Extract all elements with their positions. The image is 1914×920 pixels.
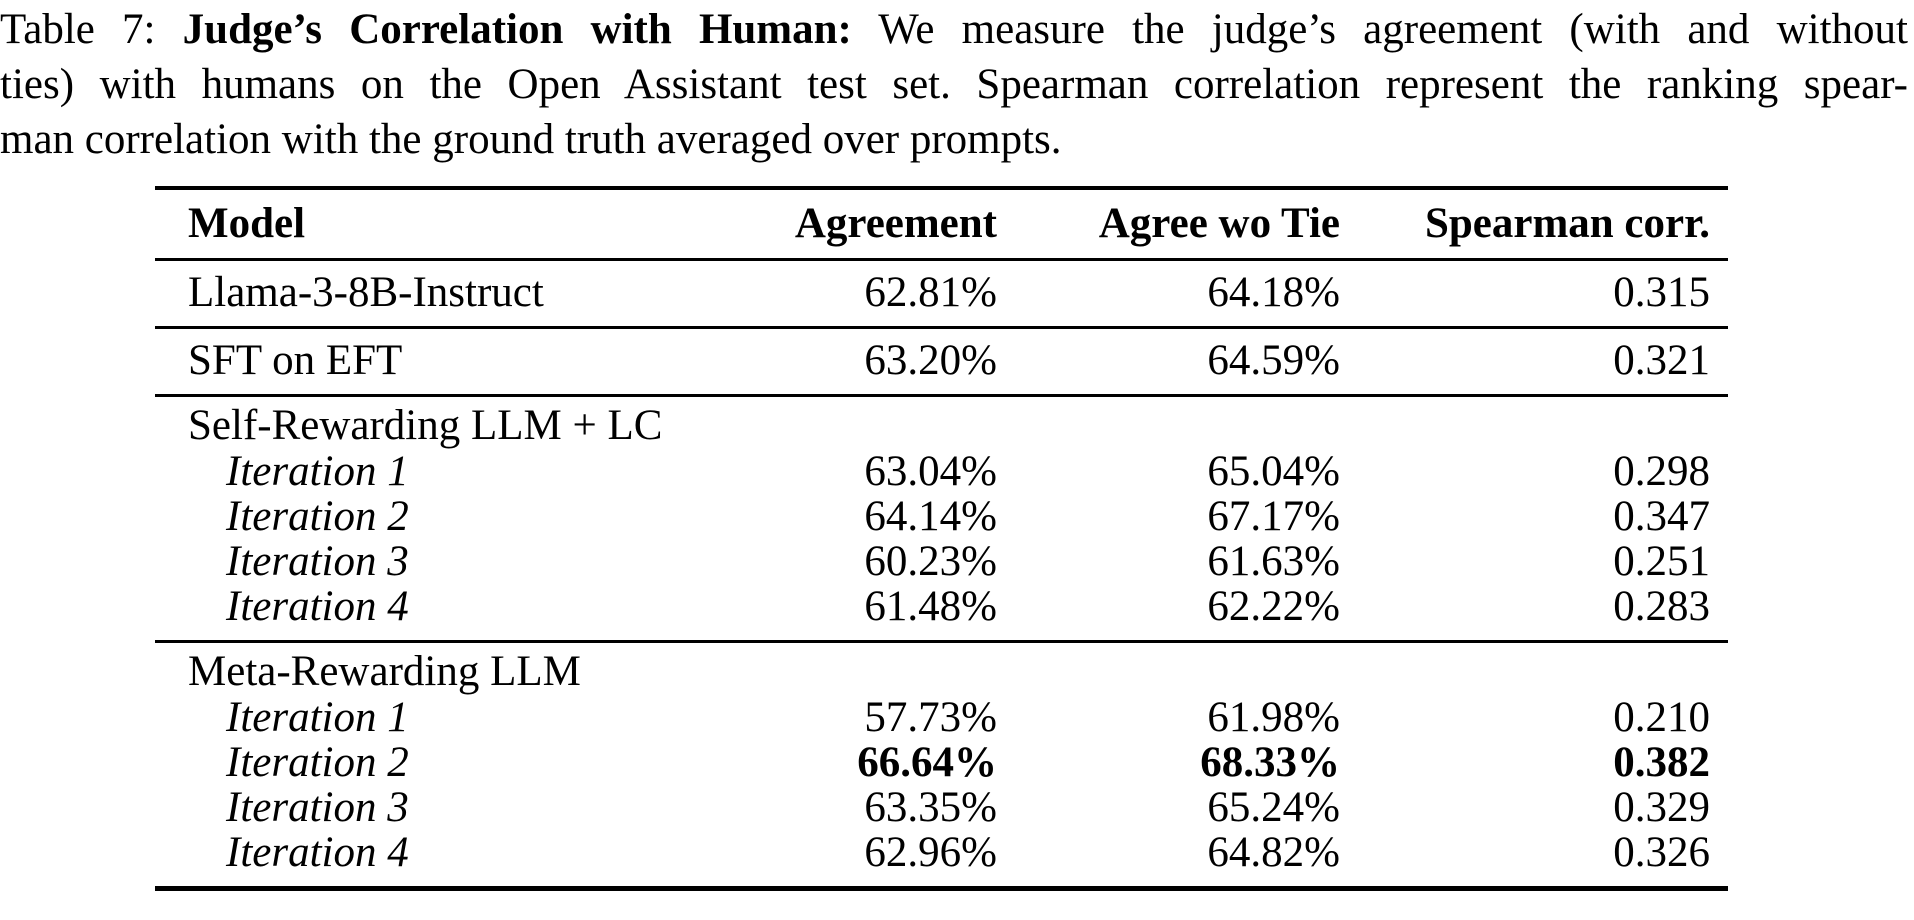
- agreement-cell: 61.48%: [864, 583, 997, 631]
- table-header: Model Agreement Agree wo Tie Spearman co…: [155, 188, 1728, 259]
- model-cell: Iteration 4: [226, 583, 409, 631]
- section-meta-rewarding: Meta-Rewarding LLM Iteration 1 57.73% 61…: [155, 641, 1728, 888]
- agree-wo-tie-cell: 64.18%: [1207, 269, 1340, 317]
- spearman-cell: 0.251: [1613, 538, 1710, 586]
- column-header-agree-wo-tie: Agree wo Tie: [1098, 200, 1340, 248]
- model-cell: Iteration 1: [226, 448, 409, 495]
- header-row: Model Agreement Agree wo Tie Spearman co…: [155, 188, 1728, 259]
- table-row: Iteration 2 64.14% 67.17% 0.347: [155, 494, 1728, 539]
- agree-wo-tie-cell: 67.17%: [1207, 493, 1340, 541]
- spearman-cell: 0.210: [1613, 694, 1710, 742]
- caption-text-1: We measure the judge’s agreement (with a…: [851, 6, 1908, 53]
- group-label: Meta-Rewarding LLM: [188, 648, 581, 696]
- spearman-cell: 0.382: [1613, 739, 1710, 787]
- model-cell: SFT on EFT: [188, 337, 403, 385]
- table-row: Iteration 1 57.73% 61.98% 0.210: [155, 695, 1728, 740]
- model-cell: Llama-3-8B-Instruct: [188, 269, 544, 317]
- agreement-cell: 66.64%: [857, 739, 997, 787]
- agreement-cell: 62.96%: [864, 829, 997, 877]
- table-row: Iteration 4 61.48% 62.22% 0.283: [155, 584, 1728, 641]
- table-row: Iteration 3 63.35% 65.24% 0.329: [155, 785, 1728, 830]
- spearman-cell: 0.315: [1613, 269, 1710, 317]
- agreement-cell: 60.23%: [864, 538, 997, 586]
- model-cell: Iteration 3: [226, 784, 409, 832]
- table-row: Llama-3-8B-Instruct 62.81% 64.18% 0.315: [155, 259, 1728, 327]
- caption-line-2: ties) with humans on the Open Assistant …: [0, 61, 1908, 108]
- caption-table-number: Table 7:: [0, 6, 183, 53]
- agree-wo-tie-cell: 65.04%: [1207, 448, 1340, 495]
- agree-wo-tie-cell: 61.63%: [1207, 538, 1340, 586]
- spearman-cell: 0.321: [1613, 337, 1710, 385]
- table-row: Iteration 3 60.23% 61.63% 0.251: [155, 539, 1728, 584]
- section-sft: SFT on EFT 63.20% 64.59% 0.321: [155, 327, 1728, 395]
- agreement-cell: 63.35%: [864, 784, 997, 832]
- spearman-cell: 0.347: [1613, 493, 1710, 541]
- spearman-cell: 0.329: [1613, 784, 1710, 832]
- model-cell: Iteration 4: [226, 829, 409, 877]
- spearman-cell: 0.283: [1613, 583, 1710, 631]
- table-row: SFT on EFT 63.20% 64.59% 0.321: [155, 327, 1728, 395]
- spearman-cell: 0.298: [1613, 448, 1710, 495]
- agreement-cell: 64.14%: [864, 493, 997, 541]
- section-self-rewarding: Self-Rewarding LLM + LC Iteration 1 63.0…: [155, 395, 1728, 642]
- column-header-spearman: Spearman corr.: [1424, 200, 1710, 248]
- agree-wo-tie-cell: 65.24%: [1207, 784, 1340, 832]
- table-caption: Table 7: Judge’s Correlation with Human:…: [0, 2, 1908, 167]
- table-row: Iteration 4 62.96% 64.82% 0.326: [155, 830, 1728, 888]
- group-label: Self-Rewarding LLM + LC: [188, 402, 663, 450]
- group-row: Self-Rewarding LLM + LC: [155, 395, 1728, 449]
- caption-line-3: man correlation with the ground truth av…: [0, 116, 1062, 163]
- caption-title-bold: Judge’s Correlation with Human:: [182, 6, 852, 53]
- agreement-cell: 62.81%: [864, 269, 997, 317]
- agreement-cell: 57.73%: [864, 694, 997, 742]
- agree-wo-tie-cell: 64.59%: [1207, 337, 1340, 385]
- table-row: Iteration 1 63.04% 65.04% 0.298: [155, 449, 1728, 494]
- section-baseline: Llama-3-8B-Instruct 62.81% 64.18% 0.315: [155, 259, 1728, 327]
- column-header-agreement: Agreement: [794, 200, 997, 248]
- agree-wo-tie-cell: 68.33%: [1200, 739, 1340, 787]
- model-cell: Iteration 1: [226, 694, 409, 742]
- table-row-best: Iteration 2 66.64% 68.33% 0.382: [155, 740, 1728, 785]
- agree-wo-tie-cell: 61.98%: [1207, 694, 1340, 742]
- model-cell: Iteration 2: [226, 493, 409, 541]
- column-header-model: Model: [188, 200, 306, 248]
- caption-line-1: Table 7: Judge’s Correlation with Human:…: [0, 2, 1908, 57]
- results-table: Model Agreement Agree wo Tie Spearman co…: [155, 186, 1728, 891]
- spearman-cell: 0.326: [1613, 829, 1710, 877]
- agreement-cell: 63.04%: [864, 448, 997, 495]
- group-row: Meta-Rewarding LLM: [155, 641, 1728, 695]
- agree-wo-tie-cell: 64.82%: [1207, 829, 1340, 877]
- model-cell: Iteration 3: [226, 538, 409, 586]
- model-cell: Iteration 2: [226, 739, 409, 787]
- agree-wo-tie-cell: 62.22%: [1207, 583, 1340, 631]
- agreement-cell: 63.20%: [864, 337, 997, 385]
